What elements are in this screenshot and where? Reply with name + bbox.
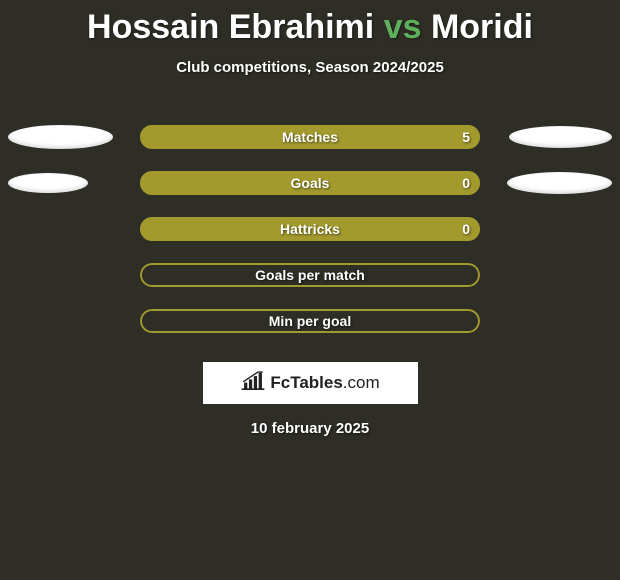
stat-pill: Min per goal: [140, 309, 480, 333]
stats-container: Matches5 Goals0 Hattricks0 Goals per match M…: [0, 114, 620, 344]
page-title: Hossain Ebrahimi vs Moridi: [0, 0, 620, 47]
stat-border: [140, 309, 480, 333]
brand-text: FcTables.com: [270, 373, 379, 393]
stat-row: Matches5: [0, 114, 620, 160]
stat-row: Hattricks0: [0, 206, 620, 252]
stat-border: [140, 125, 480, 149]
stat-pill: Hattricks0: [140, 217, 480, 241]
stat-border: [140, 171, 480, 195]
stat-border: [140, 217, 480, 241]
stat-row: Min per goal: [0, 298, 620, 344]
stat-border: [140, 263, 480, 287]
brand-box: FcTables.com: [203, 362, 418, 404]
right-ellipse: [509, 126, 612, 148]
title-player2: Moridi: [431, 8, 533, 46]
stat-row: Goals per match: [0, 252, 620, 298]
subtitle: Club competitions, Season 2024/2025: [0, 59, 620, 76]
title-vs: vs: [384, 8, 422, 46]
brand-text-bold: FcTables: [270, 373, 342, 392]
stat-pill: Goals0: [140, 171, 480, 195]
stat-row: Goals0: [0, 160, 620, 206]
left-ellipse: [8, 125, 113, 149]
brand-chart-icon: [240, 371, 266, 396]
left-ellipse: [8, 173, 88, 193]
stat-pill: Goals per match: [140, 263, 480, 287]
right-ellipse: [507, 172, 612, 194]
title-player1: Hossain Ebrahimi: [87, 8, 374, 46]
stat-pill: Matches5: [140, 125, 480, 149]
brand-text-light: .com: [343, 373, 380, 392]
date-text: 10 february 2025: [0, 420, 620, 437]
